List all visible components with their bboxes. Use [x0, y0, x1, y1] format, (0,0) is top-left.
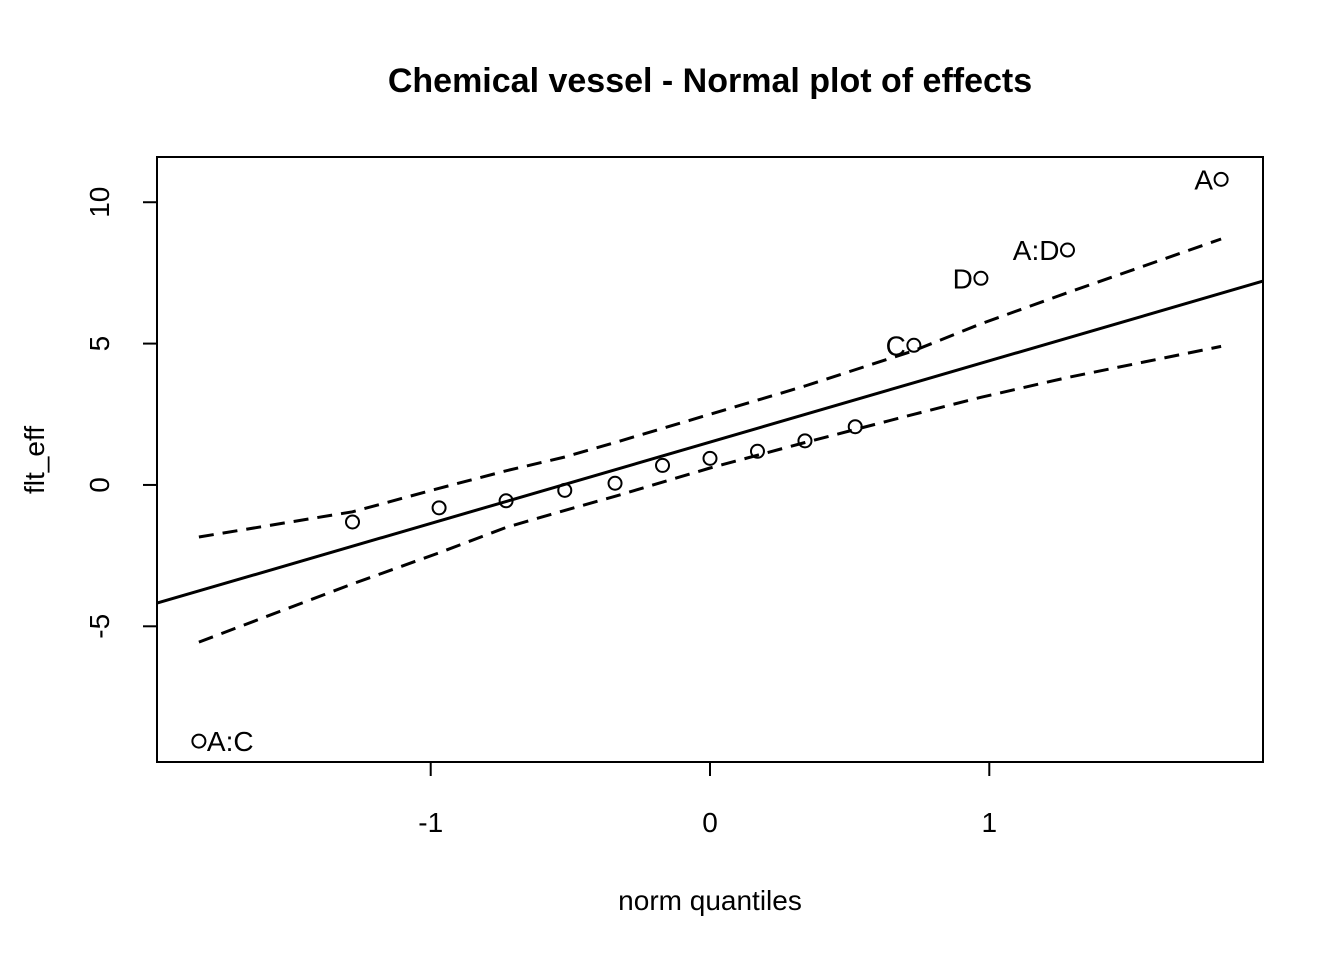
point-label: A:D: [1013, 235, 1060, 266]
x-tick-label: 0: [702, 807, 718, 838]
y-tick-label: -5: [84, 614, 115, 639]
reference-line: [156, 279, 1264, 605]
point-label: A:C: [207, 726, 254, 757]
data-point: [702, 450, 718, 466]
y-axis-label: flt_eff: [19, 426, 50, 494]
x-axis: -1 0 1: [418, 762, 997, 838]
y-tick-label: 0: [84, 477, 115, 493]
data-point: [797, 433, 813, 449]
data-point: [1059, 242, 1075, 258]
y-tick-label: 5: [84, 336, 115, 352]
data-point: [655, 457, 671, 473]
lines-group: [156, 237, 1264, 644]
point-label: D: [953, 263, 973, 294]
chart-title: Chemical vessel - Normal plot of effects: [388, 62, 1032, 100]
y-tick-label: 10: [84, 187, 115, 218]
lower-confidence-band: [198, 344, 1222, 644]
point-label: A: [1194, 164, 1213, 195]
y-axis: -5 0 5 10: [84, 187, 157, 639]
data-point: [431, 500, 447, 516]
data-point: [345, 514, 361, 530]
upper-confidence-band: [198, 237, 1222, 539]
data-point: [191, 733, 207, 749]
points-group: A:C C D A:D A: [191, 164, 1229, 757]
data-point: [607, 475, 623, 491]
x-axis-label: norm quantiles: [618, 885, 802, 916]
plot-frame: [156, 156, 1264, 763]
x-tick-label: 1: [982, 807, 998, 838]
data-point: [749, 443, 765, 459]
data-point: [906, 337, 922, 353]
data-point: [498, 493, 514, 509]
data-point: [557, 482, 573, 498]
data-point: [847, 419, 863, 435]
point-label: C: [886, 330, 906, 361]
data-point: [973, 270, 989, 286]
x-tick-label: -1: [418, 807, 443, 838]
data-point: [1213, 171, 1229, 187]
